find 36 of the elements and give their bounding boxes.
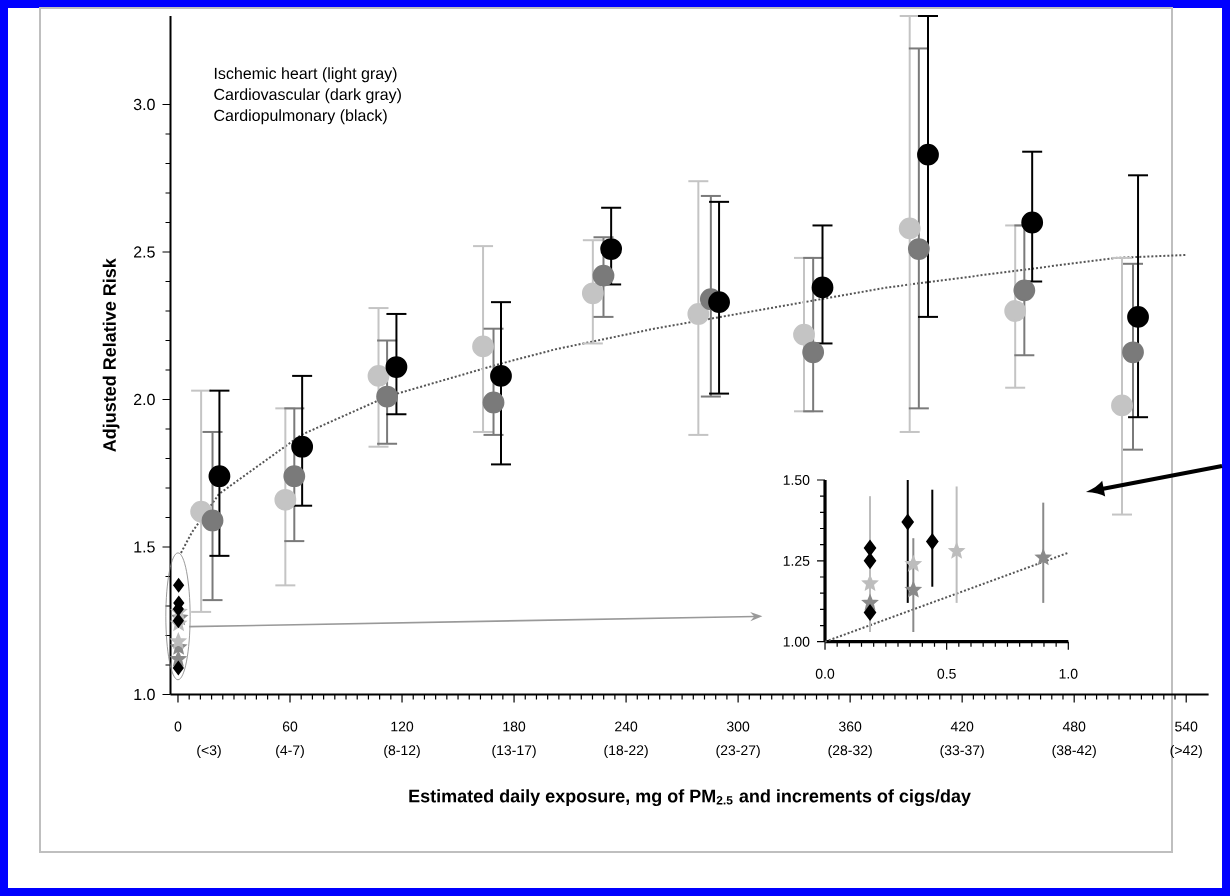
x-tick-label: 420 bbox=[950, 721, 974, 732]
y-tick-label: 2.5 bbox=[134, 246, 155, 258]
y-tick-label: 3.0 bbox=[133, 98, 155, 111]
x-tick-label: 360 bbox=[838, 721, 862, 732]
y-axis-title: Adjusted Relative Risk bbox=[102, 258, 120, 452]
y-tick-label: 1.00 bbox=[783, 636, 810, 647]
x-axis-title: Estimated daily exposure, mg of PM$_{2.5}$ and increments of cigs/day bbox=[409, 789, 971, 807]
y-tick-label: 1.0 bbox=[134, 688, 155, 701]
x-tick-label: 0.5 bbox=[937, 668, 956, 679]
y-tick-label: 2.0 bbox=[134, 393, 155, 406]
text: (8-12) bbox=[384, 744, 420, 758]
x-tick-label: 0 bbox=[174, 721, 182, 732]
text: (33-37) bbox=[940, 744, 984, 758]
text: (13-17) bbox=[492, 744, 536, 758]
x-tick-label: 120 bbox=[391, 721, 414, 732]
y-tick-label: 1.5 bbox=[134, 541, 155, 553]
x-tick-label: 180 bbox=[503, 721, 526, 732]
y-tick-label: 1.25 bbox=[783, 555, 810, 566]
x-tick-label: 0.0 bbox=[815, 668, 835, 679]
text: (18-22) bbox=[604, 744, 648, 758]
annotation: Cardiopulmonary (black) bbox=[214, 109, 387, 125]
text: (<3) bbox=[197, 744, 221, 758]
text: (23-27) bbox=[716, 744, 760, 758]
x-tick-label: 60 bbox=[282, 721, 298, 732]
annotation: Ischemic heart (light gray) bbox=[214, 67, 397, 83]
y-tick-label: 1.50 bbox=[783, 475, 810, 485]
x-tick-label: 300 bbox=[726, 721, 750, 732]
x-tick-label: 480 bbox=[1062, 721, 1086, 732]
text: (28-32) bbox=[828, 744, 872, 758]
text: (4-7) bbox=[276, 744, 304, 758]
x-tick-label: 540 bbox=[1175, 721, 1198, 732]
x-tick-label: 240 bbox=[615, 721, 638, 732]
annotation: Cardiovascular (dark gray) bbox=[214, 88, 401, 104]
text: (>42) bbox=[1170, 744, 1202, 758]
x-tick-label: 1.0 bbox=[1059, 668, 1078, 679]
text: (38-42) bbox=[1052, 744, 1096, 758]
